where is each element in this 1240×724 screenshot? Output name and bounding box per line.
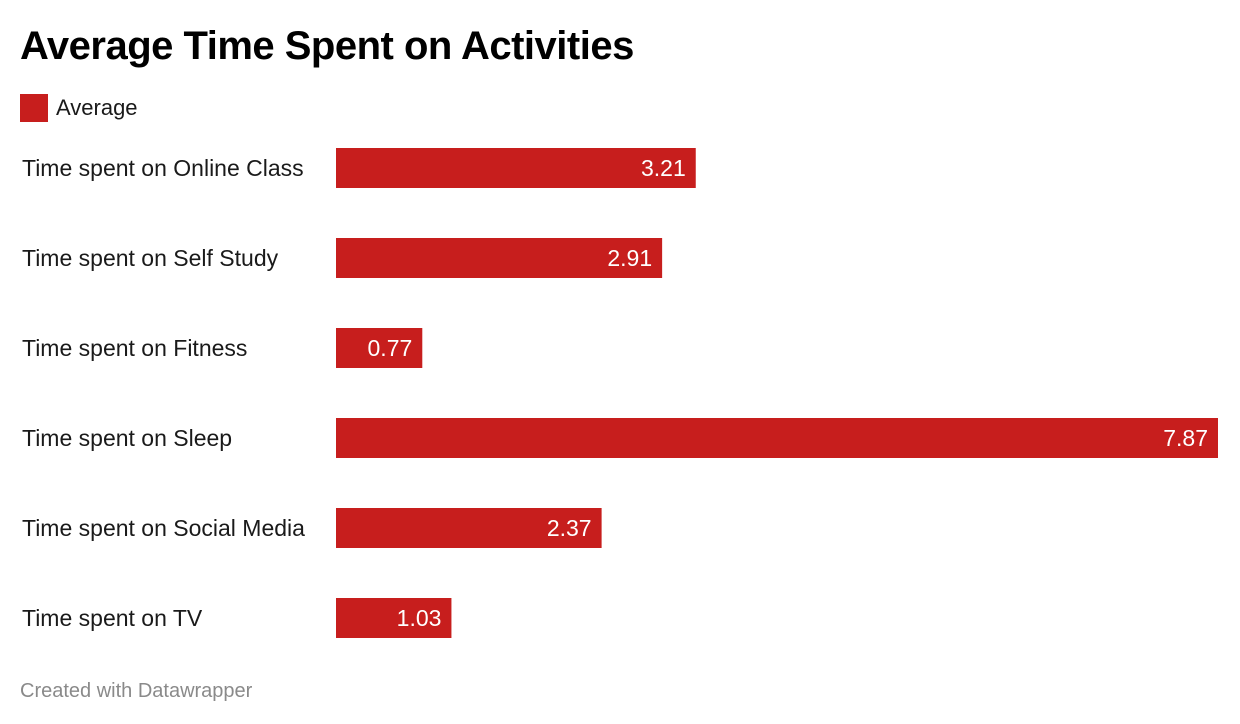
category-label: Time spent on Fitness xyxy=(22,335,247,361)
category-label: Time spent on Online Class xyxy=(22,155,304,181)
legend: Average xyxy=(20,94,138,122)
bar[interactable] xyxy=(336,418,1218,458)
bar-row: Time spent on Online Class 3.21 xyxy=(22,148,696,188)
bar-row: Time spent on Fitness 0.77 xyxy=(22,328,423,368)
category-label: Time spent on TV xyxy=(22,605,203,631)
bar[interactable] xyxy=(336,508,602,548)
footer-credit[interactable]: Created with Datawrapper xyxy=(20,680,253,702)
category-label: Time spent on Social Media xyxy=(22,515,305,541)
value-label: 7.87 xyxy=(1163,425,1208,451)
value-label: 2.91 xyxy=(607,245,652,271)
chart-title: Average Time Spent on Activities xyxy=(20,24,634,68)
legend-label: Average xyxy=(56,95,138,120)
bar-row: Time spent on Self Study 2.91 xyxy=(22,238,663,278)
bar[interactable] xyxy=(336,148,696,188)
value-label: 0.77 xyxy=(368,335,413,361)
bar[interactable] xyxy=(336,598,452,638)
bar-row: Time spent on TV 1.03 xyxy=(22,598,452,638)
bar-row: Time spent on Sleep 7.87 xyxy=(22,418,1218,458)
value-label: 1.03 xyxy=(397,605,442,631)
category-label: Time spent on Sleep xyxy=(22,425,232,451)
category-label: Time spent on Self Study xyxy=(22,245,279,271)
bar-row: Time spent on Social Media 2.37 xyxy=(22,508,602,548)
value-label: 3.21 xyxy=(641,155,686,181)
value-label: 2.37 xyxy=(547,515,592,541)
bar[interactable] xyxy=(336,238,663,278)
bar[interactable] xyxy=(336,328,423,368)
legend-swatch xyxy=(20,94,48,122)
